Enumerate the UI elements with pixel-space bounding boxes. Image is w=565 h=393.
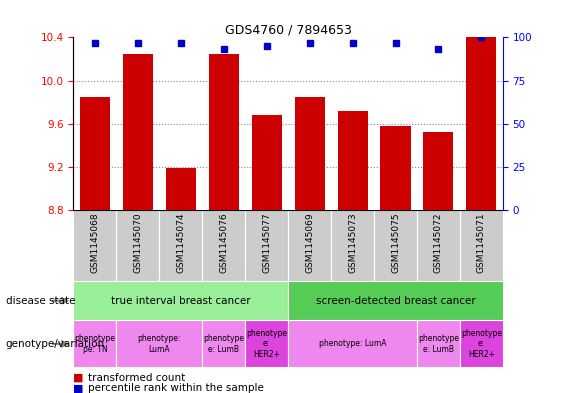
Text: ■: ■ <box>73 373 84 383</box>
Text: GSM1145077: GSM1145077 <box>262 212 271 273</box>
Text: phenotype
pe: TN: phenotype pe: TN <box>75 334 115 354</box>
Bar <box>80 97 110 210</box>
Bar <box>380 126 411 210</box>
Bar <box>73 281 288 320</box>
Bar <box>288 320 417 367</box>
Bar <box>460 210 503 281</box>
Bar <box>208 53 239 210</box>
Text: phenotype:
LumA: phenotype: LumA <box>138 334 181 354</box>
Bar <box>417 320 460 367</box>
Bar <box>123 53 153 210</box>
Bar <box>423 132 454 210</box>
Bar <box>331 210 374 281</box>
Bar <box>294 97 325 210</box>
Text: phenotype
e:
HER2+: phenotype e: HER2+ <box>246 329 287 359</box>
Text: transformed count: transformed count <box>88 373 185 383</box>
Text: phenotype: LumA: phenotype: LumA <box>319 340 386 348</box>
Bar <box>245 210 288 281</box>
Text: percentile rank within the sample: percentile rank within the sample <box>88 383 263 393</box>
Bar <box>166 168 196 210</box>
Bar <box>202 320 245 367</box>
Bar <box>202 210 245 281</box>
Bar <box>73 210 116 281</box>
Text: GSM1145072: GSM1145072 <box>434 212 443 273</box>
Text: GSM1145075: GSM1145075 <box>391 212 400 273</box>
Bar <box>73 320 116 367</box>
Title: GDS4760 / 7894653: GDS4760 / 7894653 <box>225 23 351 36</box>
Text: screen-detected breast cancer: screen-detected breast cancer <box>316 296 475 306</box>
Text: GSM1145069: GSM1145069 <box>305 212 314 273</box>
Bar <box>466 37 497 210</box>
Bar <box>374 210 417 281</box>
Bar <box>417 210 460 281</box>
Text: GSM1145070: GSM1145070 <box>133 212 142 273</box>
Bar <box>337 111 368 210</box>
Text: phenotype
e: LumB: phenotype e: LumB <box>418 334 459 354</box>
Text: GSM1145071: GSM1145071 <box>477 212 486 273</box>
Bar <box>116 320 202 367</box>
Text: phenotype
e:
HER2+: phenotype e: HER2+ <box>461 329 502 359</box>
Text: ■: ■ <box>73 383 84 393</box>
Bar <box>460 320 503 367</box>
Bar <box>116 210 159 281</box>
Text: genotype/variation: genotype/variation <box>6 339 105 349</box>
Text: GSM1145068: GSM1145068 <box>90 212 99 273</box>
Text: phenotype
e: LumB: phenotype e: LumB <box>203 334 244 354</box>
Bar <box>251 115 282 210</box>
Text: GSM1145076: GSM1145076 <box>219 212 228 273</box>
Bar <box>159 210 202 281</box>
Text: disease state: disease state <box>6 296 75 306</box>
Text: GSM1145073: GSM1145073 <box>348 212 357 273</box>
Text: true interval breast cancer: true interval breast cancer <box>111 296 251 306</box>
Bar <box>288 281 503 320</box>
Text: GSM1145074: GSM1145074 <box>176 212 185 273</box>
Bar <box>288 210 331 281</box>
Bar <box>245 320 288 367</box>
